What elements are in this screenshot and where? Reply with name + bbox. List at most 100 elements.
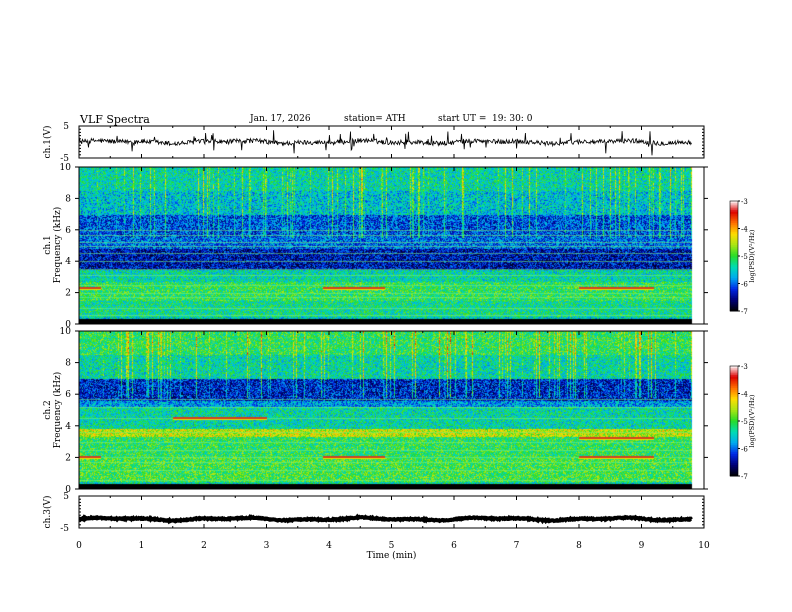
ch1-freq-ylabel: Frequency (kHz)	[52, 207, 63, 284]
ch2-colorbar-swatch	[730, 367, 738, 371]
ch1-colorbar-swatch	[730, 245, 738, 248]
ch1-colorbar-swatch	[730, 285, 738, 288]
ch1-colorbar-swatch	[730, 212, 738, 215]
ch1-colorbar-swatch	[730, 248, 738, 251]
ch2-colorbar-swatch	[730, 410, 738, 413]
ch1-colorbar-swatch	[730, 287, 738, 290]
ch2-colorbar-swatch	[730, 457, 738, 460]
ch2-colorbar-swatch	[730, 397, 738, 400]
ch2-colorbar-swatch	[730, 421, 738, 424]
ch1-colorbar-swatch	[730, 307, 738, 310]
start-ut-value: 19: 30: 0	[492, 114, 533, 124]
ch2-colorbar-label: log(PSD)(V²/Hz)	[748, 394, 756, 447]
ch2-freq-ylabel: Frequency (kHz)	[52, 372, 63, 449]
ch2-colorbar-swatch	[730, 378, 738, 382]
ch1-colorbar-swatch	[730, 265, 738, 268]
ch1-colorbar-swatch	[730, 235, 738, 239]
ch2-colorbar-swatch	[730, 441, 738, 444]
ch1-colorbar-swatch	[730, 292, 738, 295]
ch2-colorbar-swatch	[730, 443, 738, 446]
ch3-waveform-ylabel: ch.3(V)	[42, 496, 53, 529]
ch2-colorbar-swatch	[730, 474, 738, 477]
ch2-colorbar-swatch	[730, 463, 738, 466]
ch2-colorbar-swatch	[730, 415, 738, 418]
ch2-colorbar-swatch	[730, 389, 738, 393]
ch1-colorbar-tick-label: -4	[741, 226, 748, 234]
ch1-colorbar-swatch	[730, 241, 738, 244]
ch1-waveform-ytick-label: -5	[60, 154, 69, 164]
ch1-colorbar-swatch	[730, 201, 738, 204]
ch1-colorbar-swatch	[730, 301, 738, 305]
ch2-colorbar-swatch	[730, 424, 738, 427]
ch2-colorbar-swatch	[730, 472, 738, 475]
x-tick-label: 7	[514, 541, 520, 551]
ch2-colorbar-tick-label: -3	[741, 363, 748, 371]
ch2-colorbar-swatch	[730, 439, 738, 442]
ch2-spectrogram-ytick-label: 6	[65, 390, 71, 400]
x-tick-label: 4	[326, 541, 332, 551]
ch1-colorbar-swatch	[730, 256, 738, 259]
ch2-spectrogram-ytick-label: 4	[65, 422, 71, 432]
x-tick-label: 0	[76, 541, 82, 551]
ch1-colorbar-swatch	[730, 221, 738, 224]
ch2-colorbar-swatch	[730, 470, 738, 473]
ch2-colorbar-swatch	[730, 382, 738, 385]
ch2-colorbar-swatch	[730, 428, 738, 431]
ch2-colorbar-swatch	[730, 426, 738, 429]
ch1-spectrogram-image	[79, 167, 704, 324]
ch1-colorbar-swatch	[730, 237, 738, 240]
ch2-colorbar-swatch	[730, 408, 738, 411]
ch2-colorbar-swatch	[730, 433, 738, 437]
ch2-colorbar-tick-label: -5	[741, 418, 748, 426]
ch2-colorbar-swatch	[730, 450, 738, 453]
figure-title: VLF Spectra	[80, 113, 150, 126]
x-tick-label: 3	[264, 541, 270, 551]
ch2-spectrogram-ytick-label: 2	[65, 453, 71, 463]
ch2-spectrogram-ytick-label: 10	[60, 327, 72, 337]
ch2-colorbar-swatch	[730, 432, 738, 435]
ch1-colorbar-swatch	[730, 294, 738, 297]
ch1-colorbar-swatch	[730, 278, 738, 281]
ch1-waveform-ylabel: ch.1(V)	[42, 126, 53, 159]
ch2-colorbar-swatch	[730, 422, 738, 426]
ch2-colorbar-tick-label: -7	[741, 473, 748, 481]
ch1-waveform-trace	[78, 130, 692, 156]
ch2-colorbar-swatch	[730, 369, 738, 372]
ch1-spectrogram-ytick-label: 2	[65, 289, 71, 299]
ch1-colorbar-swatch	[730, 215, 738, 218]
ch1-colorbar-swatch	[730, 224, 738, 228]
ch2-colorbar-tick-label: -4	[741, 391, 748, 399]
ch1-colorbar-swatch	[730, 250, 738, 253]
ch2-colorbar-swatch	[730, 437, 738, 440]
ch2-colorbar-swatch	[730, 413, 738, 416]
ch2-colorbar-swatch	[730, 461, 738, 464]
ch1-colorbar-swatch	[730, 303, 738, 306]
ch2-colorbar-swatch	[730, 452, 738, 455]
ch1-waveform-ytick-label: 5	[63, 122, 69, 132]
ch1-colorbar-swatch	[730, 274, 738, 277]
ch1-colorbar-tick-label: -3	[741, 198, 748, 206]
ch1-colorbar-swatch	[730, 289, 738, 292]
ch2-spectrogram-ytick-label: 0	[65, 485, 71, 495]
ch2-colorbar-swatch	[730, 373, 738, 376]
ch2-colorbar-swatch	[730, 419, 738, 422]
ch1-colorbar-swatch	[730, 243, 738, 246]
ch2-colorbar-swatch	[730, 402, 738, 405]
ch1-spectrogram-ytick-label: 8	[65, 194, 71, 204]
ch2-colorbar-swatch	[730, 466, 738, 470]
ch1-colorbar-swatch	[730, 208, 738, 211]
ch2-colorbar-swatch	[730, 377, 738, 380]
ch2-colorbar-swatch	[730, 448, 738, 451]
ch2-colorbar-swatch	[730, 454, 738, 457]
ch1-colorbar-swatch	[730, 259, 738, 262]
ch1-colorbar-swatch	[730, 272, 738, 275]
ch1-colorbar-swatch	[730, 234, 738, 237]
ch1-colorbar-swatch	[730, 252, 738, 255]
ch1-colorbar-swatch	[730, 246, 738, 250]
ch1-colorbar-swatch	[730, 254, 738, 257]
station-label: station= ATH	[344, 114, 406, 124]
ch1-spectrogram-ytick-label: 4	[65, 257, 71, 267]
ch1-spec-ylabel: ch.1	[43, 235, 53, 254]
ch2-colorbar-swatch	[730, 386, 738, 389]
ch1-colorbar-tick-label: -5	[741, 253, 748, 261]
